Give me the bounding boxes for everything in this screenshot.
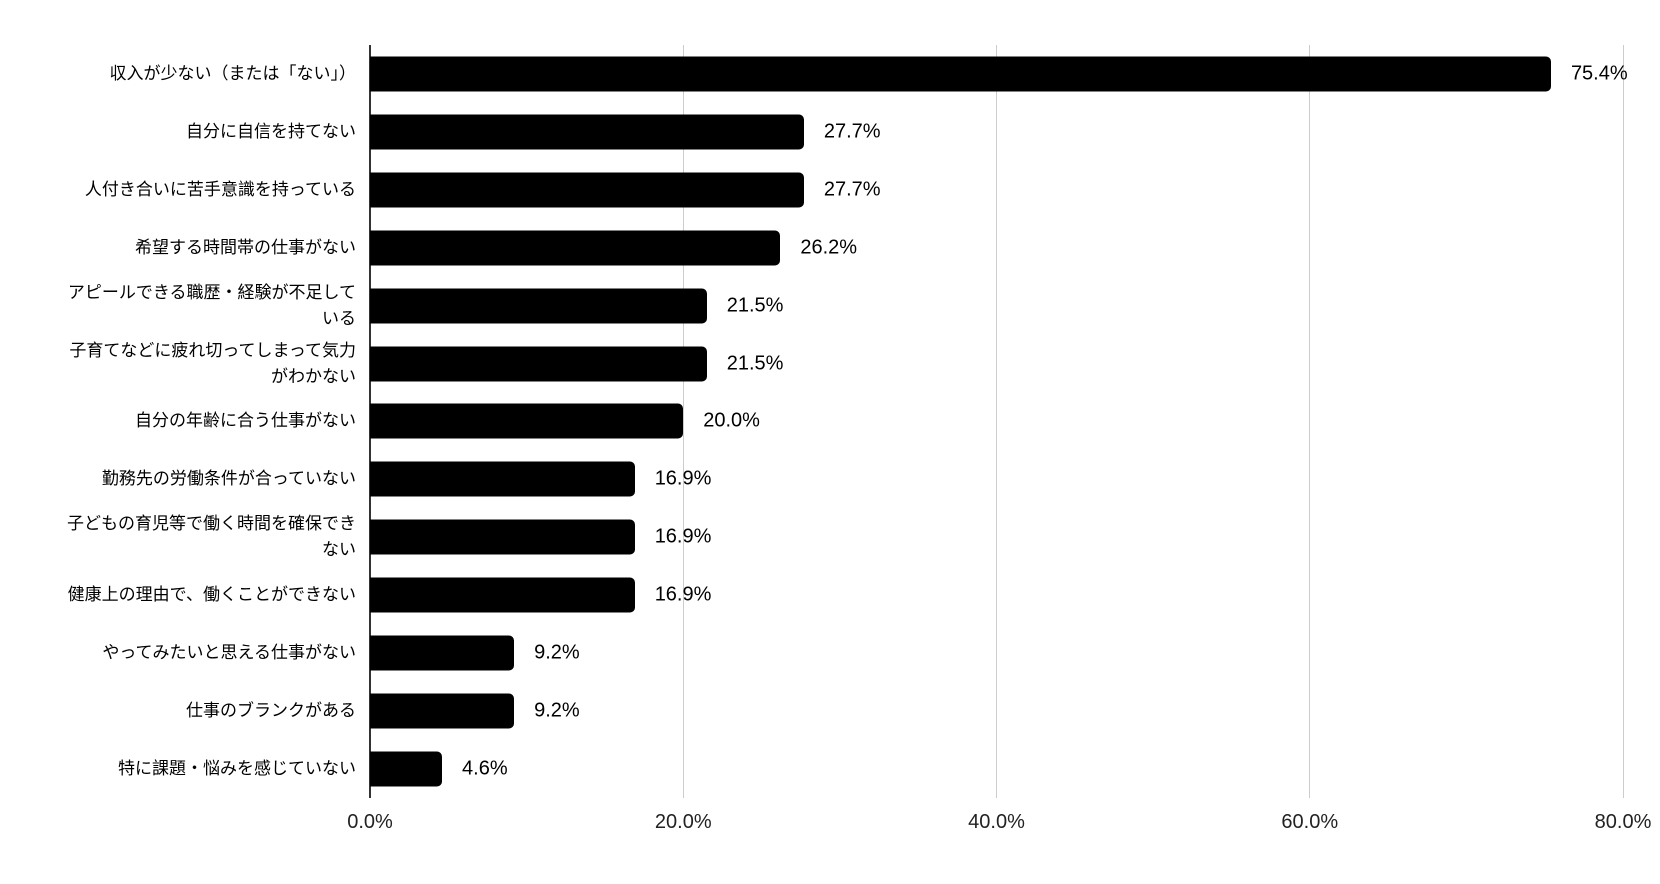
category-label: 希望する時間帯の仕事がない (135, 237, 356, 257)
bar (370, 172, 804, 208)
bar (370, 346, 707, 382)
bar-track: 21.5% (370, 277, 1660, 335)
x-axis-tick-label: 0.0% (347, 811, 393, 833)
value-label: 16.9% (654, 583, 712, 606)
category-label: 仕事のブランクがある (186, 701, 356, 721)
bar (370, 403, 684, 439)
category-label: やってみたいと思える仕事がない (102, 643, 356, 663)
bar-row: やってみたいと思える仕事がない 9.2% (0, 624, 1660, 682)
gridline (682, 45, 684, 798)
bar (370, 751, 443, 787)
category-label: 特に課題・悩みを感じていない (118, 759, 356, 779)
bar-track: 16.9% (370, 508, 1660, 566)
category-label: 子育てなどに疲れ切ってしまって気力がわかない (69, 340, 356, 386)
value-label: 4.6% (462, 757, 508, 780)
bar (370, 56, 1551, 92)
bar-row: 自分の年齢に合う仕事がない 20.0% (0, 393, 1660, 451)
value-label: 27.7% (823, 178, 881, 201)
bar-row: 収入が少ない（または「ない」） 75.4% (0, 45, 1660, 103)
bar-track: 75.4% (370, 45, 1660, 103)
bar-row: 子どもの育児等で働く時間を確保できない 16.9% (0, 508, 1660, 566)
bar-row: 特に課題・悩みを感じていない 4.6% (0, 740, 1660, 798)
category-label: 自分に自信を持てない (186, 121, 356, 141)
bar-row: 人付き合いに苦手意識を持っている 27.7% (0, 161, 1660, 219)
value-label: 21.5% (726, 352, 784, 375)
category-label: 健康上の理由で、働くことができない (67, 585, 356, 605)
bar (370, 288, 707, 324)
bar-track: 26.2% (370, 219, 1660, 277)
category-label: 子どもの育児等で働く時間を確保できない (67, 514, 356, 560)
bar-row: 子育てなどに疲れ切ってしまって気力がわかない 21.5% (0, 335, 1660, 393)
bar-row: 希望する時間帯の仕事がない 26.2% (0, 219, 1660, 277)
gridline (1309, 45, 1311, 798)
bar-row: 自分に自信を持てない 27.7% (0, 103, 1660, 161)
value-label: 26.2% (800, 236, 858, 259)
bar (370, 635, 515, 671)
bar-track: 4.6% (370, 740, 1660, 798)
value-label: 16.9% (654, 525, 712, 548)
bar (370, 519, 635, 555)
bar-track: 27.7% (370, 103, 1660, 161)
value-label: 20.0% (703, 409, 760, 432)
bar-row: アピールできる職歴・経験が不足している 21.5% (0, 277, 1660, 335)
bar-row: 仕事のブランクがある 9.2% (0, 682, 1660, 740)
category-label: アピールできる職歴・経験が不足している (67, 282, 356, 328)
bar (370, 577, 635, 613)
x-axis-tick-label: 60.0% (1281, 811, 1339, 833)
value-label: 27.7% (823, 120, 881, 143)
bar-track: 21.5% (370, 335, 1660, 393)
bar (370, 114, 804, 150)
bar-rows: 収入が少ない（または「ない」） 75.4% 自分に自信を持てない 27.7% 人… (0, 45, 1660, 798)
bar-track: 9.2% (370, 682, 1660, 740)
x-axis-tick-label: 80.0% (1594, 811, 1652, 833)
bar-track: 9.2% (370, 624, 1660, 682)
category-label: 自分の年齢に合う仕事がない (135, 411, 356, 431)
category-label: 収入が少ない（または「ない」） (109, 63, 357, 83)
category-label: 人付き合いに苦手意識を持っている (84, 179, 356, 199)
value-label: 9.2% (534, 641, 580, 664)
bar-track: 16.9% (370, 450, 1660, 508)
value-label: 75.4% (1570, 62, 1628, 85)
value-label: 21.5% (726, 294, 784, 317)
gridline (996, 45, 997, 798)
bar (370, 230, 781, 266)
bar (370, 461, 635, 497)
gridline (1622, 45, 1624, 798)
bar-track: 20.0% (370, 393, 1660, 451)
x-axis-tick-labels: 0.0% 20.0% 40.0% 60.0% 80.0% (347, 808, 1651, 840)
x-axis-tick-label: 40.0% (968, 811, 1025, 833)
bar-track: 27.7% (370, 161, 1660, 219)
bar-row: 勤務先の労働条件が合っていない 16.9% (0, 450, 1660, 508)
bar-track: 16.9% (370, 566, 1660, 624)
x-axis-tick-label: 20.0% (654, 811, 712, 833)
value-label: 9.2% (534, 699, 580, 722)
bar (370, 693, 515, 729)
category-label: 勤務先の労働条件が合っていない (101, 469, 356, 489)
value-label: 16.9% (654, 467, 712, 490)
bar-row: 健康上の理由で、働くことができない 16.9% (0, 566, 1660, 624)
